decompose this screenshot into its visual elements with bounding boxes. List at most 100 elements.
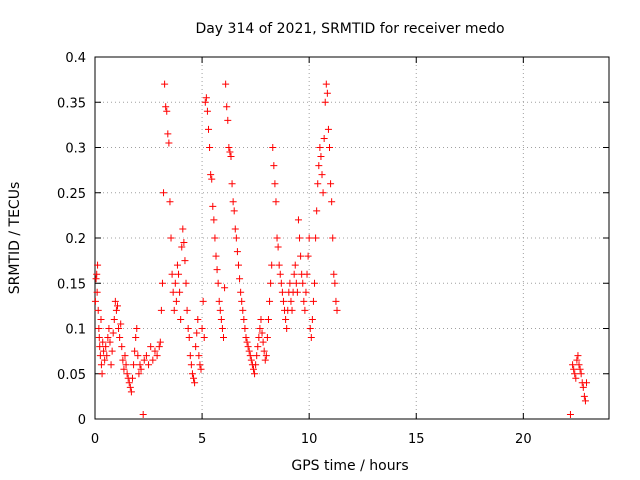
data-point xyxy=(311,279,319,287)
data-point xyxy=(256,325,264,332)
data-point xyxy=(329,234,337,242)
data-point xyxy=(153,352,161,360)
data-point xyxy=(173,261,181,269)
data-point xyxy=(308,315,316,323)
data-point xyxy=(220,334,227,342)
data-point xyxy=(125,379,133,387)
data-point xyxy=(320,134,328,142)
data-point xyxy=(227,153,235,161)
data-point xyxy=(98,370,106,378)
data-point xyxy=(234,261,242,269)
data-point xyxy=(296,234,304,242)
data-point xyxy=(175,270,183,278)
data-point xyxy=(161,80,169,88)
y-tick-label: 0.05 xyxy=(57,368,86,383)
data-point xyxy=(127,388,135,396)
data-point xyxy=(94,261,102,269)
data-point xyxy=(326,144,334,151)
data-point xyxy=(319,189,327,197)
data-point xyxy=(151,347,159,355)
x-tick-label: 15 xyxy=(408,432,425,447)
data-point xyxy=(134,352,142,360)
data-point xyxy=(95,325,103,332)
data-point xyxy=(93,270,101,278)
data-point xyxy=(245,347,253,355)
data-point xyxy=(569,361,577,369)
data-point xyxy=(196,361,204,369)
data-point xyxy=(577,370,585,378)
data-point xyxy=(119,356,127,364)
data-point xyxy=(272,198,280,206)
data-point xyxy=(179,225,187,233)
data-point xyxy=(292,279,300,287)
data-point xyxy=(314,180,322,188)
data-point xyxy=(240,315,248,323)
data-point xyxy=(213,266,221,274)
data-point xyxy=(239,306,247,314)
data-point xyxy=(294,216,302,224)
data-point xyxy=(273,234,281,242)
data-point xyxy=(236,275,244,283)
data-point xyxy=(149,356,157,364)
y-tick-label: 0.35 xyxy=(57,96,86,111)
data-point xyxy=(147,343,155,351)
data-point xyxy=(241,325,249,332)
data-point xyxy=(97,361,105,369)
data-point xyxy=(158,279,166,287)
data-point xyxy=(331,279,339,287)
data-point xyxy=(269,144,277,151)
data-point xyxy=(122,361,130,369)
data-point xyxy=(274,243,282,251)
data-point xyxy=(184,325,192,332)
data-point xyxy=(170,306,178,314)
data-point xyxy=(226,148,234,156)
y-tick-label: 0.2 xyxy=(65,232,86,247)
data-point xyxy=(217,315,225,323)
data-point xyxy=(97,315,105,323)
data-point xyxy=(579,383,587,391)
data-point xyxy=(96,343,104,351)
data-point xyxy=(202,94,210,102)
data-point xyxy=(211,234,219,242)
data-point xyxy=(282,315,290,323)
data-point xyxy=(181,257,189,265)
data-point xyxy=(104,334,112,342)
data-point xyxy=(303,270,311,278)
data-point xyxy=(180,239,188,247)
data-point xyxy=(117,320,125,328)
data-point xyxy=(187,361,195,369)
data-point xyxy=(271,180,279,188)
data-point xyxy=(209,202,217,210)
data-point xyxy=(315,162,323,170)
data-point xyxy=(192,343,200,351)
data-point xyxy=(252,361,260,369)
data-point xyxy=(203,107,211,115)
data-point xyxy=(258,329,266,337)
data-point xyxy=(130,361,138,369)
data-point xyxy=(323,89,331,97)
data-point xyxy=(123,370,131,378)
y-tick-label: 0.1 xyxy=(65,323,86,338)
data-point xyxy=(186,352,194,360)
data-point xyxy=(160,189,168,197)
data-point xyxy=(171,279,179,287)
data-point xyxy=(91,297,99,305)
data-point xyxy=(293,288,301,296)
data-point xyxy=(268,261,276,269)
data-point xyxy=(253,352,261,360)
y-tick-label: 0.3 xyxy=(65,142,86,157)
data-point xyxy=(223,103,231,111)
data-point xyxy=(231,225,239,233)
data-point xyxy=(580,392,588,400)
data-point xyxy=(318,171,326,179)
data-point xyxy=(302,288,310,296)
data-point xyxy=(218,325,226,332)
data-point xyxy=(164,130,172,138)
data-point xyxy=(259,338,267,346)
data-point xyxy=(255,334,263,342)
x-tick-label: 0 xyxy=(91,432,99,447)
data-point xyxy=(116,334,124,342)
data-point xyxy=(288,306,296,314)
data-point xyxy=(316,144,324,151)
data-point xyxy=(313,207,321,215)
